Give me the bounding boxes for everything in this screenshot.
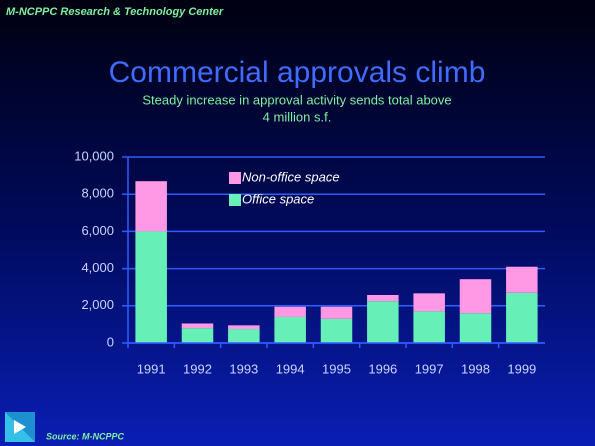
x-tick-label: 1995	[322, 361, 351, 376]
logo	[5, 412, 35, 442]
header: M-NCPPC Research & Technology Center	[6, 6, 224, 18]
bar-segment	[181, 328, 214, 343]
chart-title: Commercial approvals climb	[109, 56, 486, 89]
y-tick-label: 8,000	[81, 186, 114, 201]
y-tick-label: 4,000	[81, 260, 114, 275]
bar-segment	[135, 231, 167, 343]
bar-segment	[274, 306, 306, 317]
legend-swatch	[229, 194, 241, 206]
bar-segment	[506, 292, 538, 343]
x-tick-label: 1991	[137, 361, 166, 376]
y-tick-label: 2,000	[81, 297, 114, 312]
y-tick-label: 10,000	[74, 148, 114, 163]
bar-segment	[228, 329, 260, 343]
x-tick-label: 1993	[229, 361, 258, 376]
x-tick-label: 1994	[276, 361, 305, 376]
bar-segment	[413, 293, 445, 312]
legend-label: Office space	[242, 191, 314, 206]
x-tick-label: 1998	[461, 361, 490, 376]
bar-segment	[274, 316, 306, 343]
x-tick-label: 1999	[507, 361, 536, 376]
subtitle: 4 million s.f.	[263, 109, 332, 124]
bar-segment	[181, 323, 214, 329]
x-tick-label: 1996	[368, 361, 397, 376]
y-tick-label: 0	[107, 334, 114, 349]
bar-segment	[320, 306, 353, 319]
x-tick-label: 1997	[415, 361, 444, 376]
bar-segment	[320, 318, 353, 343]
y-tick-label: 6,000	[81, 223, 114, 238]
bar-segment	[135, 181, 167, 232]
subtitle: Steady increase in approval activity sen…	[142, 92, 451, 107]
bar-segment	[459, 313, 492, 343]
bar-segment	[228, 325, 260, 330]
legend-swatch	[229, 172, 241, 184]
bar-segment	[367, 301, 399, 343]
x-tick-label: 1992	[183, 361, 212, 376]
bar-segment	[459, 279, 492, 314]
legend-label: Non-office space	[242, 169, 340, 184]
bar-segment	[506, 266, 538, 293]
bar-segment	[367, 295, 399, 302]
bar-segment	[413, 311, 445, 343]
source: Source: M-NCPPC	[46, 431, 125, 441]
